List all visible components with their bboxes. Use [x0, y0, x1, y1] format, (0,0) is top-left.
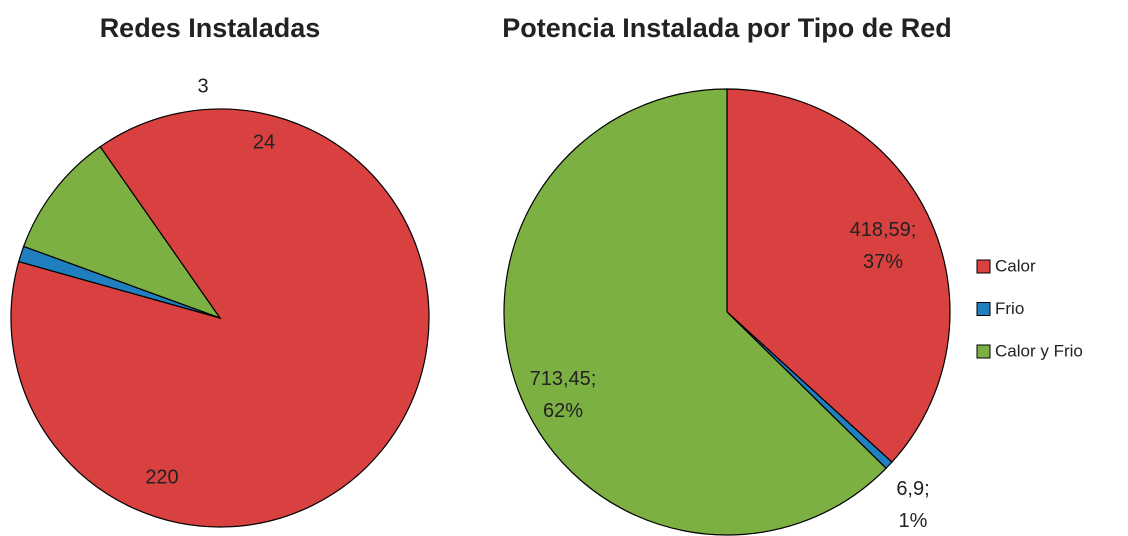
legend-swatch: [976, 344, 991, 359]
pie-slice: [726, 88, 951, 463]
chart-title: Potencia Instalada por Tipo de Red: [502, 13, 952, 43]
pie-slice: [503, 88, 887, 536]
legend-label: Calor y Frio: [995, 341, 1083, 360]
data-label: 3: [197, 75, 208, 97]
legend-label: Frio: [995, 299, 1024, 318]
data-label: 220: [145, 466, 178, 488]
chart-title: Redes Instaladas: [100, 13, 321, 43]
legend-swatch: [976, 259, 991, 274]
legend-swatch: [976, 302, 991, 316]
data-label: 713,45; 62%: [530, 368, 597, 422]
data-label: 6,9; 1%: [896, 478, 929, 532]
data-label: 418,59; 37%: [850, 219, 917, 273]
legend-label: Calor: [995, 256, 1036, 275]
pie-slice: [22, 145, 222, 320]
data-label: 24: [253, 131, 275, 153]
